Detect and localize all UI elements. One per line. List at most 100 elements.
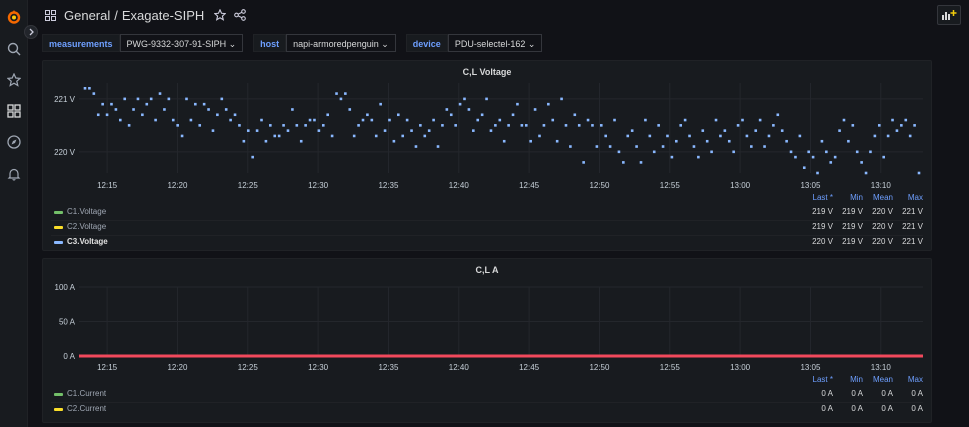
data-point <box>555 139 559 143</box>
add-panel-icon <box>942 10 957 20</box>
breadcrumb-folder[interactable]: General <box>64 7 111 23</box>
x-tick-label: 12:50 <box>589 363 610 372</box>
panel-current[interactable]: C,L A 100 A 50 A 0 A 12:15 12:20 12:25 12:30 12… <box>42 258 932 423</box>
data-point <box>313 118 316 122</box>
star-favorite-icon[interactable] <box>212 7 228 23</box>
legend-row-c3-voltage[interactable]: C3.Voltage 220 V 219 V 220 V 221 V <box>51 236 923 250</box>
data-point <box>370 118 374 122</box>
variable-select-measurements[interactable]: PWG-9332-307-91-SIPH ⌄ <box>119 34 244 52</box>
data-point <box>339 97 343 101</box>
data-point <box>719 134 722 138</box>
x-tick-label: 13:00 <box>730 181 751 190</box>
data-point <box>348 108 352 111</box>
data-point <box>758 118 762 122</box>
legend-row-c2-current[interactable]: C2.Current 0 A 0 A 0 A 0 A <box>51 403 923 417</box>
data-point <box>895 129 899 132</box>
variable-select-device[interactable]: PDU-selectel-162 ⌄ <box>447 34 543 52</box>
legend-value: 219 V <box>812 222 833 231</box>
data-point <box>838 129 841 132</box>
search-icon[interactable] <box>5 40 23 58</box>
data-point <box>820 139 824 143</box>
legend-divider <box>51 235 923 236</box>
data-point <box>454 124 457 127</box>
legend-header-max[interactable]: Max <box>907 193 923 202</box>
data-point <box>798 134 802 138</box>
variable-value-device: PDU-selectel-162 <box>454 39 526 49</box>
data-point <box>785 139 788 143</box>
legend-header-max[interactable]: Max <box>907 375 923 384</box>
data-point <box>652 150 656 154</box>
x-tick-label: 12:40 <box>449 363 470 372</box>
x-tick-label: 13:10 <box>871 363 892 372</box>
legend-series-name: C2.Voltage <box>67 222 107 231</box>
legend-row-c2-voltage[interactable]: C2.Voltage 219 V 219 V 220 V 221 V <box>51 221 923 235</box>
panel-voltage[interactable]: C,L Voltage 221 V 220 V 12:15 12:20 12:25 12:… <box>42 60 932 251</box>
data-point <box>701 129 705 132</box>
legend-value: 220 V <box>872 207 893 216</box>
legend-value: 0 A <box>911 404 923 413</box>
data-point <box>472 129 475 132</box>
legend-header-min[interactable]: Min <box>850 193 863 202</box>
x-tick-label: 12:20 <box>167 181 188 190</box>
legend-divider <box>51 220 923 221</box>
data-point <box>335 92 338 95</box>
x-tick-label: 12:15 <box>97 363 118 372</box>
data-point <box>533 108 537 111</box>
grafana-logo-icon[interactable] <box>5 8 23 26</box>
data-point <box>807 150 810 154</box>
breadcrumb-separator: / <box>114 7 118 23</box>
star-icon[interactable] <box>5 71 23 89</box>
explore-icon[interactable] <box>5 133 23 151</box>
legend-header-last[interactable]: Last * <box>812 375 833 384</box>
data-point <box>427 129 431 132</box>
data-point <box>123 97 127 101</box>
data-point <box>127 124 131 127</box>
x-tick-label: 12:25 <box>238 181 259 190</box>
data-point <box>330 134 334 138</box>
data-point <box>825 150 828 154</box>
x-tick-label: 12:15 <box>97 181 118 190</box>
legend-value: 219 V <box>812 207 833 216</box>
x-tick-label: 13:00 <box>730 363 751 372</box>
legend-color-swatch <box>54 241 63 244</box>
legend-row-c1-voltage[interactable]: C1.Voltage 219 V 219 V 220 V 221 V <box>51 206 923 220</box>
data-point <box>732 150 735 154</box>
x-tick-label: 13:05 <box>800 181 821 190</box>
legend-value: 221 V <box>902 222 923 231</box>
legend-row-c1-current[interactable]: C1.Current 0 A 0 A 0 A 0 A <box>51 388 923 402</box>
dashboard-title[interactable]: Exagate-SIPH <box>121 7 205 23</box>
panel-title: C,L A <box>475 265 499 275</box>
data-point <box>401 134 405 138</box>
data-point <box>361 118 365 122</box>
legend-header-last[interactable]: Last * <box>812 193 833 202</box>
legend-series-name: C2.Current <box>67 404 107 413</box>
dashboards-icon[interactable] <box>5 102 23 120</box>
data-point <box>136 97 140 101</box>
y-tick-label: 221 V <box>54 95 76 104</box>
data-point <box>194 102 197 106</box>
data-point <box>105 113 109 117</box>
data-point <box>211 129 215 132</box>
data-point <box>229 118 232 122</box>
data-point <box>485 97 488 101</box>
legend-header-mean[interactable]: Mean <box>872 193 893 202</box>
share-icon[interactable] <box>232 7 248 23</box>
sidebar-toggle-button[interactable] <box>24 25 38 39</box>
legend-value: 0 A <box>881 404 893 413</box>
data-point <box>736 124 740 127</box>
add-panel-button[interactable] <box>937 5 961 25</box>
legend-header-min[interactable]: Min <box>850 375 863 384</box>
data-point <box>542 124 546 127</box>
legend-series-name: C1.Voltage <box>67 207 107 216</box>
data-point <box>224 108 228 111</box>
data-point <box>88 86 91 90</box>
data-point <box>644 118 647 122</box>
data-point <box>291 108 294 111</box>
variable-select-host[interactable]: napi-armoredpenguin ⌄ <box>286 34 396 52</box>
data-point <box>286 129 290 132</box>
legend-header-mean[interactable]: Mean <box>872 375 893 384</box>
current-chart[interactable]: 100 A 50 A 0 A 12:15 12:20 12:25 12:30 12:35 12:… <box>43 259 933 379</box>
data-point <box>816 171 819 175</box>
alerting-bell-icon[interactable] <box>5 165 23 183</box>
voltage-chart[interactable]: 221 V 220 V 12:15 12:20 12:25 12:30 12:35 12:40… <box>43 61 933 196</box>
